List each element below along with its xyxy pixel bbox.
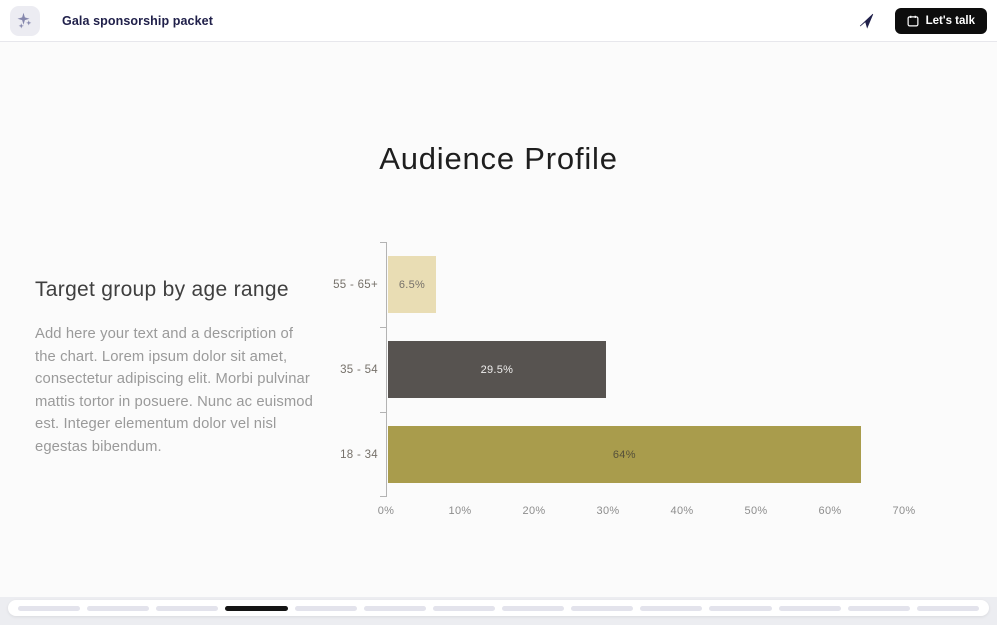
app-logo-button[interactable] (10, 5, 40, 36)
y-axis-tick (380, 327, 387, 328)
progress-segment[interactable] (294, 605, 357, 611)
footer-band (0, 597, 997, 625)
x-axis-tick-label: 0% (377, 505, 395, 517)
document-title: Gala sponsorship packet (62, 13, 213, 28)
chart-x-axis: 0% 10% 20% 30% 40% 50% 60% 70% (378, 503, 915, 523)
bar-value-label: 6.5% (398, 278, 426, 291)
progress-segment[interactable] (709, 605, 772, 611)
x-axis-tick-label: 50% (744, 505, 768, 517)
bar-55-65+: 6.5% (388, 256, 436, 313)
lets-talk-label: Let's talk (925, 14, 975, 27)
app-header: Gala sponsorship packet Let's talk (0, 0, 997, 42)
x-axis-tick-label: 40% (670, 505, 694, 517)
y-axis-tick (380, 242, 387, 243)
progress-segment[interactable] (916, 605, 979, 611)
bar-35-54: 29.5% (388, 341, 606, 398)
category-label: 35 - 54 (340, 363, 378, 376)
slide-title: Audience Profile (379, 141, 618, 176)
x-axis-tick-label: 70% (892, 505, 916, 517)
bar-value-label: 64% (612, 448, 636, 461)
slide-progress-bar (8, 600, 989, 616)
progress-segment[interactable] (18, 605, 81, 611)
progress-segment[interactable] (156, 605, 219, 611)
bar-18-34: 64% (388, 426, 861, 483)
bar-chart: 55 - 65+ 6.5% 35 - 54 29.5% 18 - 34 64% 0% 10%… (333, 242, 915, 532)
category-label: 55 - 65+ (333, 278, 378, 291)
progress-segment[interactable] (571, 605, 634, 611)
progress-segment[interactable] (778, 605, 841, 611)
progress-segment-active[interactable] (225, 605, 288, 611)
send-icon (858, 12, 875, 29)
x-axis-tick-label: 10% (448, 505, 472, 517)
section-heading: Target group by age range (35, 278, 289, 301)
calendar-icon (907, 15, 919, 27)
chart-row: 18 - 34 64% (340, 412, 904, 497)
slide-canvas: Audience Profile Target group by age ran… (0, 43, 997, 597)
chart-row: 35 - 54 29.5% (340, 327, 904, 412)
text-block: Target group by age range Add here your … (35, 272, 313, 458)
bar-value-label: 29.5% (480, 363, 514, 376)
x-axis-tick-label: 30% (596, 505, 620, 517)
progress-segment[interactable] (501, 605, 565, 611)
x-axis-tick-label: 20% (522, 505, 546, 517)
progress-segment[interactable] (87, 605, 150, 611)
category-label: 18 - 34 (340, 448, 378, 461)
share-button[interactable] (856, 10, 877, 31)
y-axis-tick (380, 412, 387, 413)
sparkles-icon (16, 12, 34, 30)
progress-segment[interactable] (432, 605, 495, 611)
lets-talk-button[interactable]: Let's talk (894, 7, 987, 34)
progress-segment[interactable] (847, 605, 910, 611)
chart-plot-area: 55 - 65+ 6.5% 35 - 54 29.5% 18 - 34 64% (333, 242, 904, 497)
y-axis-tick (380, 496, 387, 497)
x-axis-tick-label: 60% (818, 505, 842, 517)
chart-row: 55 - 65+ 6.5% (333, 242, 904, 327)
section-body: Add here your text and a description of … (35, 326, 313, 455)
progress-segment[interactable] (363, 605, 426, 611)
progress-segment[interactable] (640, 605, 703, 611)
